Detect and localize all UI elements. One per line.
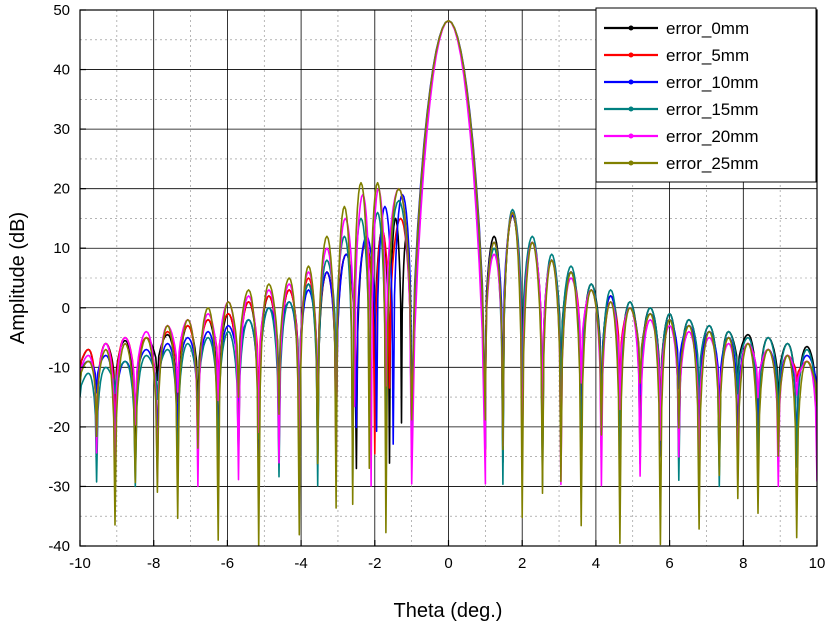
legend-label: error_0mm bbox=[666, 19, 749, 38]
x-tick-label: 4 bbox=[592, 555, 600, 572]
y-tick-label: 50 bbox=[53, 2, 70, 19]
legend-label: error_25mm bbox=[666, 154, 759, 173]
legend-label: error_20mm bbox=[666, 127, 759, 146]
x-tick-label: 8 bbox=[739, 555, 747, 572]
series-layer bbox=[80, 19, 817, 546]
x-tick-label: -10 bbox=[69, 555, 91, 572]
legend-label: error_5mm bbox=[666, 46, 749, 65]
y-tick-label: 20 bbox=[53, 181, 70, 198]
x-tick-label: -2 bbox=[368, 555, 381, 572]
legend-marker bbox=[628, 52, 634, 58]
y-tick-label: 0 bbox=[62, 300, 70, 317]
y-tick-label: 30 bbox=[53, 121, 70, 138]
legend-marker bbox=[628, 160, 634, 166]
legend-label: error_15mm bbox=[666, 100, 759, 119]
x-axis-title: Theta (deg.) bbox=[394, 600, 503, 622]
legend-label: error_10mm bbox=[666, 73, 759, 92]
y-tick-label: 10 bbox=[53, 240, 70, 257]
y-tick-label: -20 bbox=[48, 419, 70, 436]
x-tick-label: 0 bbox=[444, 555, 452, 572]
series-line-error-25mm bbox=[80, 19, 817, 546]
x-tick-label: 6 bbox=[665, 555, 673, 572]
x-tick-label: 10 bbox=[809, 555, 826, 572]
x-tick-label: -6 bbox=[221, 555, 234, 572]
legend-marker bbox=[628, 79, 634, 85]
legend-marker bbox=[628, 133, 634, 139]
y-tick-label: -30 bbox=[48, 478, 70, 495]
y-tick-label: -10 bbox=[48, 359, 70, 376]
x-tick-label: -8 bbox=[147, 555, 160, 572]
axis-ticks: -10 -8 -6 -4 -2 0 2 4 6 8 10-40-30-20-100102030405… bbox=[48, 2, 825, 572]
y-axis-title: Amplitude (dB) bbox=[7, 212, 29, 344]
x-tick-label: 2 bbox=[518, 555, 526, 572]
x-tick-label: -4 bbox=[294, 555, 307, 572]
y-tick-label: -40 bbox=[48, 538, 70, 555]
legend-box bbox=[595, 7, 817, 183]
legend-marker bbox=[628, 25, 634, 31]
legend-marker bbox=[628, 106, 634, 112]
legend: error_0mm error_5mm error_10mm error_15mmer… bbox=[595, 7, 817, 183]
y-tick-label: 40 bbox=[53, 62, 70, 79]
